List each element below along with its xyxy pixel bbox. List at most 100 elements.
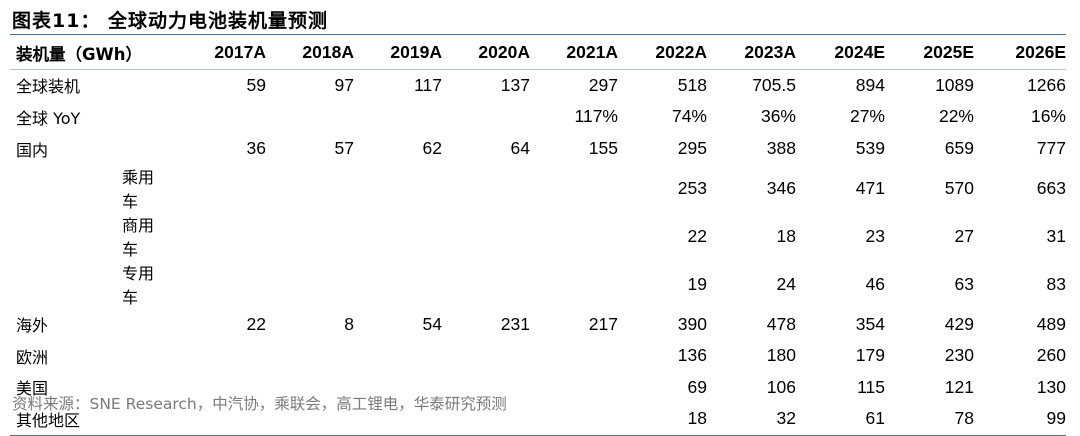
value-cell: 22% — [938, 106, 974, 127]
value-cell — [354, 212, 442, 260]
value-cell: 295 — [677, 138, 707, 159]
value-cell: 22 — [246, 313, 266, 334]
table-row: 商用车 22 18 23 27 31 — [10, 212, 1066, 260]
value-cell: 354 — [855, 313, 885, 334]
value-cell — [442, 101, 530, 133]
value-cell: 59 — [246, 74, 266, 95]
value-cell: 260 — [1036, 345, 1066, 366]
value-cell: 22 — [687, 225, 707, 246]
header-cell: 2020A — [442, 37, 530, 70]
value-cell: 155 — [588, 138, 618, 159]
value-cell — [266, 212, 354, 260]
value-cell: 31 — [1046, 225, 1066, 246]
value-cell: 297 — [588, 74, 618, 95]
header-cell: 2026E — [974, 37, 1066, 70]
value-cell: 23 — [865, 225, 885, 246]
value-cell: 230 — [944, 345, 974, 366]
value-cell: 659 — [944, 138, 974, 159]
value-cell — [266, 164, 354, 212]
value-cell: 64 — [510, 138, 530, 159]
value-cell: 117% — [574, 106, 618, 127]
value-cell: 1266 — [1027, 74, 1066, 95]
table-row: 全球装机 59 97 117 137 297 518 705.5 894 1089 1266 — [10, 69, 1066, 101]
value-cell: 74% — [671, 106, 707, 127]
value-cell — [530, 212, 618, 260]
value-cell — [166, 164, 266, 212]
row-label: 乘用车 — [122, 168, 155, 212]
value-cell — [442, 260, 530, 308]
value-cell: 36 — [246, 138, 266, 159]
value-cell: 478 — [766, 313, 796, 334]
value-cell: 57 — [334, 138, 354, 159]
table-row: 专用车 19 24 46 63 83 — [10, 260, 1066, 308]
row-label: 商用车 — [122, 216, 155, 260]
row-label: 美国 — [16, 379, 49, 399]
header-cell: 2018A — [266, 37, 354, 70]
value-cell: 78 — [885, 403, 974, 436]
row-label: 国内 — [16, 140, 49, 160]
value-cell — [530, 372, 618, 404]
value-cell: 429 — [944, 313, 974, 334]
value-cell: 97 — [334, 74, 354, 95]
value-cell — [530, 340, 618, 372]
table-row: 海外 22 8 54 231 217 390 478 354 429 489 — [10, 308, 1066, 340]
value-cell: 180 — [766, 345, 796, 366]
header-cell: 2021A — [530, 37, 618, 70]
header-cell: 2023A — [707, 37, 796, 70]
value-cell — [166, 101, 266, 133]
value-cell: 1089 — [935, 74, 974, 95]
value-cell: 663 — [1036, 177, 1066, 198]
value-cell: 217 — [588, 313, 618, 334]
value-cell: 63 — [954, 273, 974, 294]
value-cell: 137 — [500, 74, 530, 95]
value-cell: 777 — [1036, 138, 1066, 159]
figure-title: 图表11： 全球动力电池装机量预测 — [12, 10, 329, 32]
value-cell — [166, 212, 266, 260]
header-cell: 2019A — [354, 37, 442, 70]
value-cell: 32 — [707, 403, 796, 436]
value-cell: 388 — [766, 138, 796, 159]
value-cell: 106 — [766, 376, 796, 397]
row-label: 海外 — [16, 316, 49, 336]
table-row: 国内 36 57 62 64 155 295 388 539 659 777 — [10, 133, 1066, 165]
value-cell — [354, 340, 442, 372]
value-cell: 8 — [344, 313, 354, 334]
table-row: 美国 69 106 115 121 130 — [10, 372, 1066, 404]
value-cell — [442, 340, 530, 372]
value-cell: 518 — [677, 74, 707, 95]
value-cell — [266, 340, 354, 372]
value-cell: 121 — [944, 376, 974, 397]
header-cell: 装机量（GWh） — [10, 37, 166, 70]
value-cell — [530, 260, 618, 308]
table-row: 欧洲 136 180 179 230 260 — [10, 340, 1066, 372]
value-cell: 136 — [677, 345, 707, 366]
table-row: 乘用车 253 346 471 570 663 — [10, 164, 1066, 212]
value-cell: 27% — [849, 106, 885, 127]
row-label: 专用车 — [122, 264, 155, 308]
value-cell — [166, 260, 266, 308]
value-cell — [442, 164, 530, 212]
value-cell — [354, 101, 442, 133]
value-cell: 61 — [796, 403, 885, 436]
value-cell: 179 — [855, 345, 885, 366]
row-label: 全球 YoY — [16, 108, 81, 128]
value-cell: 54 — [422, 313, 442, 334]
value-cell: 390 — [677, 313, 707, 334]
value-cell: 27 — [954, 225, 974, 246]
top-rule — [10, 34, 1066, 35]
value-cell: 253 — [677, 177, 707, 198]
header-cell: 2025E — [885, 37, 974, 70]
value-cell — [530, 403, 618, 436]
header-cell: 2017A — [166, 37, 266, 70]
value-cell: 115 — [857, 376, 885, 397]
value-cell — [354, 260, 442, 308]
value-cell: 231 — [500, 313, 530, 334]
value-cell: 539 — [855, 138, 885, 159]
value-cell: 471 — [855, 177, 885, 198]
value-cell: 570 — [944, 177, 974, 198]
value-cell: 130 — [1036, 376, 1066, 397]
value-cell: 705.5 — [752, 74, 796, 95]
value-cell — [266, 101, 354, 133]
value-cell: 16% — [1030, 106, 1066, 127]
table-row: 全球 YoY 117% 74% 36% 27% 22% 16% — [10, 101, 1066, 133]
